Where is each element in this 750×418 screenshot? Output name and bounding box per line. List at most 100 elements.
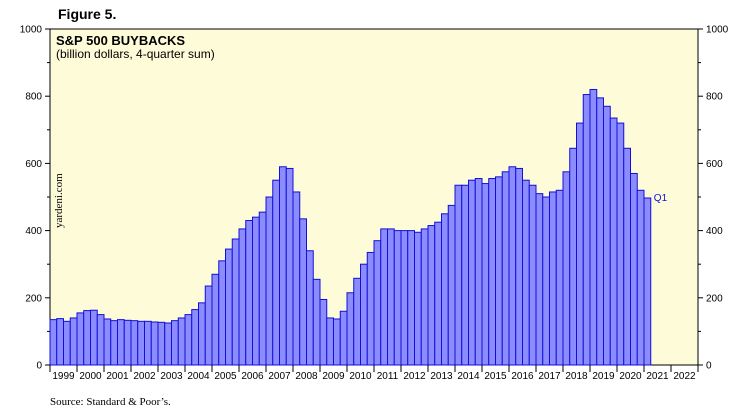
x-tick-label: 2001 bbox=[106, 371, 129, 382]
bar bbox=[56, 318, 64, 366]
bar bbox=[353, 277, 361, 366]
bar bbox=[171, 320, 179, 366]
bar bbox=[474, 178, 483, 366]
bar bbox=[231, 238, 240, 366]
bar bbox=[137, 320, 145, 366]
x-tick-label: 2006 bbox=[241, 371, 264, 382]
bar bbox=[630, 172, 638, 366]
last-point-label: Q1 bbox=[654, 193, 668, 204]
x-tick-label: 2004 bbox=[187, 371, 210, 382]
bar bbox=[636, 189, 645, 366]
bar bbox=[333, 318, 341, 366]
y-tick-label-right: 400 bbox=[706, 226, 723, 237]
bar bbox=[616, 122, 625, 366]
bar bbox=[501, 171, 510, 366]
bar bbox=[130, 320, 139, 366]
bar bbox=[279, 166, 287, 366]
bar bbox=[76, 312, 85, 366]
chart-title: S&P 500 BUYBACKS bbox=[56, 33, 185, 48]
bar bbox=[414, 231, 422, 366]
bar bbox=[420, 228, 429, 366]
bar bbox=[292, 191, 301, 366]
x-tick-label: 2022 bbox=[673, 371, 696, 382]
bar bbox=[164, 322, 172, 366]
bar bbox=[211, 273, 220, 366]
bar bbox=[407, 230, 415, 366]
bar bbox=[123, 319, 132, 366]
bar bbox=[427, 225, 436, 366]
y-tick-label-left: 0 bbox=[36, 361, 42, 372]
bar bbox=[387, 228, 395, 366]
bar bbox=[360, 263, 368, 366]
bar bbox=[555, 189, 564, 366]
bar bbox=[265, 196, 274, 366]
bar bbox=[596, 97, 604, 366]
y-tick-label-right: 200 bbox=[706, 293, 723, 304]
y-tick-label-left: 400 bbox=[25, 226, 42, 237]
bar bbox=[339, 310, 348, 366]
figure-label: Figure 5. bbox=[58, 6, 117, 22]
x-tick-label: 2013 bbox=[430, 371, 453, 382]
bar bbox=[461, 184, 469, 366]
x-tick-label: 2019 bbox=[592, 371, 615, 382]
y-tick-label-right: 0 bbox=[706, 361, 712, 372]
bar bbox=[184, 314, 193, 366]
bar bbox=[90, 309, 98, 366]
y-tick-label-left: 1000 bbox=[20, 25, 43, 36]
bar bbox=[204, 285, 213, 366]
bar bbox=[454, 184, 463, 366]
x-tick-label: 2010 bbox=[349, 371, 372, 382]
x-tick-label: 1999 bbox=[52, 371, 75, 382]
bar bbox=[468, 179, 476, 366]
bar bbox=[481, 183, 490, 366]
bar bbox=[434, 221, 442, 366]
bar bbox=[643, 197, 652, 366]
bar bbox=[218, 260, 226, 366]
x-tick-label: 2018 bbox=[565, 371, 588, 382]
bar bbox=[150, 321, 159, 366]
x-tick-label: 2021 bbox=[646, 371, 669, 382]
bar bbox=[582, 94, 591, 366]
bar bbox=[380, 228, 388, 366]
bar bbox=[373, 240, 382, 366]
bar bbox=[549, 191, 557, 366]
bar bbox=[535, 193, 544, 366]
bar bbox=[103, 318, 112, 366]
bar bbox=[312, 278, 321, 366]
bar bbox=[198, 302, 206, 366]
bar bbox=[522, 179, 530, 366]
axes: 0 0 200 200 400 400 600 600 800 800 1000 1000 1999 20… bbox=[20, 25, 729, 383]
bar bbox=[83, 310, 91, 366]
bar bbox=[447, 204, 456, 366]
bar bbox=[96, 314, 105, 366]
bar bbox=[63, 320, 71, 366]
x-tick-label: 2020 bbox=[619, 371, 642, 382]
x-tick-label: 2017 bbox=[538, 371, 561, 382]
bar bbox=[609, 117, 618, 366]
bar bbox=[258, 211, 267, 366]
bar bbox=[589, 88, 598, 366]
bar bbox=[603, 105, 611, 366]
bar bbox=[110, 320, 118, 366]
bar bbox=[346, 292, 355, 366]
bar bbox=[488, 178, 496, 366]
bar bbox=[225, 248, 233, 366]
x-tick-label: 2015 bbox=[484, 371, 507, 382]
bar bbox=[69, 317, 78, 366]
bar bbox=[191, 309, 199, 366]
x-tick-label: 2016 bbox=[511, 371, 534, 382]
x-tick-label: 2014 bbox=[457, 371, 480, 382]
y-tick-label-left: 800 bbox=[25, 92, 42, 103]
x-tick-label: 2008 bbox=[295, 371, 318, 382]
watermark: yardeni.com bbox=[53, 173, 65, 228]
source-note: Source: Standard & Poor’s. bbox=[50, 396, 171, 408]
bar bbox=[508, 166, 517, 366]
bar bbox=[299, 218, 307, 366]
bar bbox=[117, 319, 125, 366]
x-tick-label: 2012 bbox=[403, 371, 426, 382]
bar bbox=[272, 179, 280, 366]
bar bbox=[576, 122, 584, 366]
bar bbox=[252, 216, 260, 366]
x-tick-label: 2002 bbox=[133, 371, 156, 382]
